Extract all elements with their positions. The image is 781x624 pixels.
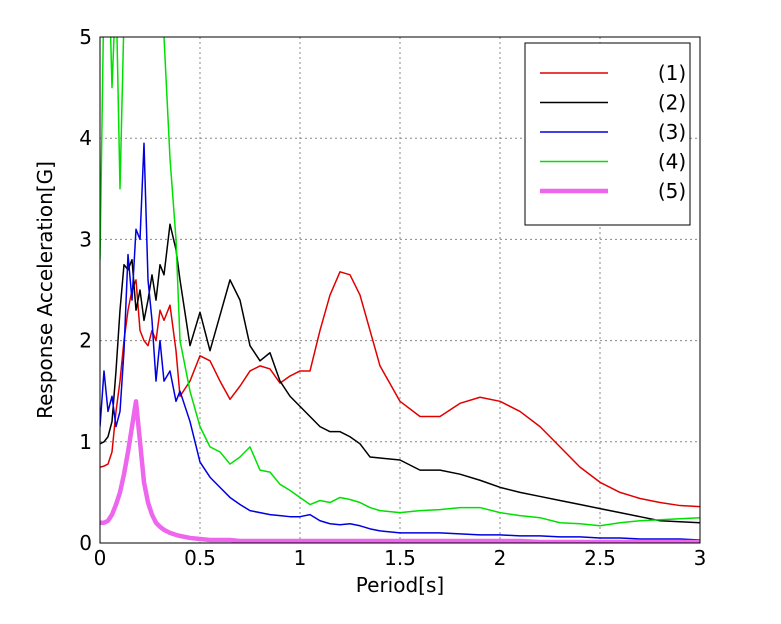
x-axis-label: Period[s] [356,573,444,597]
y-tick-label: 4 [79,126,92,150]
line-series [100,271,700,508]
legend-label: (2) [658,91,686,115]
plot-lines [100,37,700,543]
line-series [100,399,700,543]
legend-label: (4) [658,150,686,174]
line-series [100,37,700,527]
y-tick-label: 5 [79,25,92,49]
line-series [100,223,700,524]
x-tick-label: 1 [294,546,307,570]
x-tick-label: 0 [94,546,107,570]
y-tick-label: 2 [79,329,92,353]
legend-label: (3) [658,120,686,144]
y-axis-label: Response Acceleration[G] [33,161,57,419]
legend-label: (5) [658,179,686,203]
x-tick-label: 0.5 [184,546,216,570]
legend-label: (1) [658,61,686,85]
x-tick-label: 3 [694,546,707,570]
x-tick-label: 2 [494,546,507,570]
y-tick-label: 1 [79,430,92,454]
y-tick-label: 0 [79,531,92,555]
y-tick-label: 3 [79,227,92,251]
x-tick-label: 2.5 [584,546,616,570]
x-tick-label: 1.5 [384,546,416,570]
plot-frame [99,36,701,544]
line-series [100,142,700,541]
